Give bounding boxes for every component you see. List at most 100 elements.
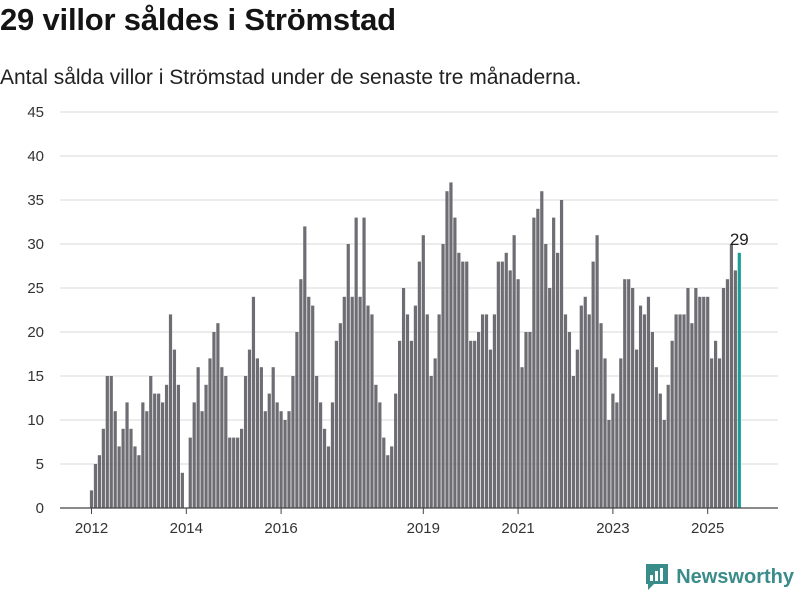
bar [480, 314, 485, 508]
bar [133, 446, 137, 508]
bar [350, 296, 354, 508]
bar [599, 323, 603, 508]
bar [552, 217, 556, 508]
bar [224, 376, 228, 508]
bar [370, 314, 374, 508]
bar [567, 332, 572, 508]
x-tick-label: 2014 [170, 520, 203, 537]
bar [642, 314, 647, 508]
bar [563, 314, 568, 508]
bar [548, 288, 552, 508]
bar [496, 261, 500, 508]
bar [690, 323, 694, 508]
bar [149, 376, 153, 508]
bar [631, 288, 635, 508]
bar [401, 288, 406, 508]
bar [240, 428, 244, 508]
x-tick-label: 2023 [596, 520, 629, 537]
bar [710, 358, 714, 508]
bar [101, 428, 105, 508]
bar [611, 393, 615, 508]
bar [255, 358, 259, 508]
bar [698, 296, 702, 508]
bar [89, 490, 94, 508]
brand-name: Newsworthy [676, 565, 794, 588]
bar [121, 428, 125, 508]
bar [575, 349, 579, 508]
y-tick-label: 35 [27, 192, 44, 209]
bar [374, 384, 378, 508]
bar [354, 217, 358, 508]
bar [413, 305, 417, 508]
page-subtitle: Antal sålda villor i Strömstad under de … [0, 66, 582, 89]
brand-logo: Newsworthy [644, 562, 794, 592]
bar [228, 437, 232, 508]
bar [674, 314, 678, 508]
bar [417, 261, 421, 508]
bar [129, 428, 133, 508]
bar [650, 332, 654, 508]
bar [236, 437, 240, 508]
bar [635, 349, 639, 508]
bar [315, 376, 319, 508]
bar [279, 411, 283, 508]
bar [465, 261, 469, 508]
x-tick-label: 2025 [691, 520, 724, 537]
y-tick-label: 40 [27, 148, 44, 165]
bar [232, 437, 236, 508]
bar [516, 279, 520, 508]
y-tick-label: 0 [36, 500, 44, 517]
bar [437, 314, 441, 508]
y-tick-label: 10 [27, 412, 44, 429]
bar [164, 384, 169, 508]
bar [488, 349, 493, 508]
bar [520, 367, 524, 508]
y-tick-label: 30 [27, 236, 44, 253]
bar [453, 217, 457, 508]
bar [607, 420, 611, 508]
bar-latest [737, 252, 741, 508]
bar [619, 358, 623, 508]
bar [556, 252, 560, 508]
bar [259, 367, 263, 508]
bar [603, 358, 607, 508]
bar [544, 244, 548, 508]
bar [334, 340, 338, 508]
bar [627, 279, 631, 508]
bar [366, 305, 370, 508]
bar [93, 464, 98, 508]
bar [291, 376, 295, 508]
bar [287, 411, 291, 508]
bar [251, 296, 256, 508]
bar [243, 376, 248, 508]
bar [204, 384, 208, 508]
bar [461, 261, 465, 508]
bar [196, 367, 200, 508]
bar [117, 446, 121, 508]
bar [153, 393, 157, 508]
bar [342, 296, 346, 508]
bar [441, 244, 445, 508]
bar [654, 367, 658, 508]
bar [524, 332, 528, 508]
x-axis: 2012 2014 2016 2019 2021 2023 2025 [60, 507, 778, 537]
bar [172, 349, 177, 508]
bar [283, 420, 287, 508]
bar [322, 428, 327, 508]
bar [125, 402, 129, 508]
bar [449, 182, 453, 508]
bar [263, 411, 267, 508]
y-tick-label: 25 [27, 280, 44, 297]
bar [733, 270, 737, 508]
bar [295, 332, 299, 508]
bar [682, 314, 686, 508]
bar [623, 279, 627, 508]
y-tick-label: 5 [36, 456, 44, 473]
bar [421, 235, 425, 508]
bar [307, 296, 311, 508]
bar [504, 252, 508, 508]
bar [433, 358, 437, 508]
bar [378, 402, 382, 508]
bar [559, 200, 564, 508]
bar [303, 226, 307, 508]
